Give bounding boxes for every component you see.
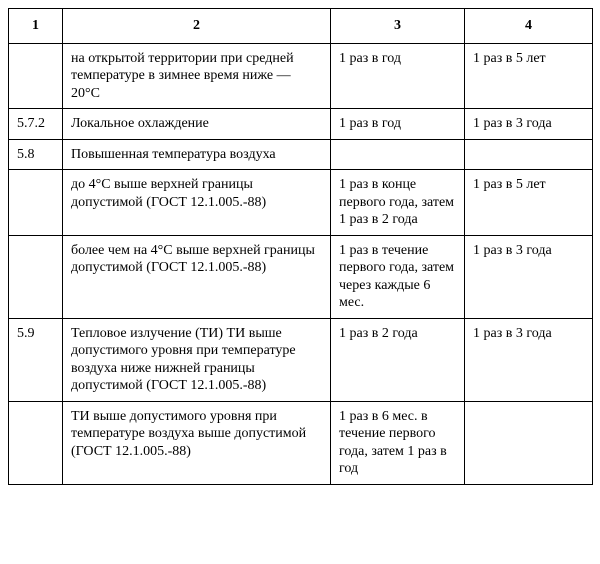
cell-freq-b (465, 401, 593, 484)
cell-code (9, 170, 63, 236)
cell-desc: более чем на 4°С выше верхней границы до… (63, 235, 331, 318)
cell-desc: Локальное охлаждение (63, 109, 331, 140)
cell-freq-a: 1 раз в конце первого года, затем 1 раз … (331, 170, 465, 236)
cell-code (9, 401, 63, 484)
cell-freq-b: 1 раз в 3 года (465, 235, 593, 318)
cell-freq-b: 1 раз в 5 лет (465, 43, 593, 109)
cell-freq-b: 1 раз в 3 года (465, 318, 593, 401)
cell-desc: Тепловое излучение (ТИ) ТИ выше допустим… (63, 318, 331, 401)
cell-freq-b: 1 раз в 5 лет (465, 170, 593, 236)
header-col-4: 4 (465, 9, 593, 44)
table-row: 5.8 Повышенная температура воздуха (9, 139, 593, 170)
table-body: на открытой территории при средней темпе… (9, 43, 593, 484)
cell-freq-a: 1 раз в течение первого года, затем чере… (331, 235, 465, 318)
header-col-3: 3 (331, 9, 465, 44)
cell-freq-a: 1 раз в год (331, 43, 465, 109)
data-table: 1 2 3 4 на открытой территории при средн… (8, 8, 593, 485)
header-col-2: 2 (63, 9, 331, 44)
cell-desc: на открытой территории при средней темпе… (63, 43, 331, 109)
table-row: 5.7.2 Локальное охлаждение 1 раз в год 1… (9, 109, 593, 140)
cell-freq-a (331, 139, 465, 170)
cell-code (9, 235, 63, 318)
cell-desc: до 4°С выше верхней границы допустимой (… (63, 170, 331, 236)
header-col-1: 1 (9, 9, 63, 44)
cell-desc: ТИ выше допустимого уровня при температу… (63, 401, 331, 484)
cell-freq-a: 1 раз в 6 мес. в течение первого года, з… (331, 401, 465, 484)
cell-freq-a: 1 раз в 2 года (331, 318, 465, 401)
cell-freq-b: 1 раз в 3 года (465, 109, 593, 140)
table-row: 5.9 Тепловое излучение (ТИ) ТИ выше допу… (9, 318, 593, 401)
table-header: 1 2 3 4 (9, 9, 593, 44)
cell-code (9, 43, 63, 109)
table-row: на открытой территории при средней темпе… (9, 43, 593, 109)
cell-code: 5.9 (9, 318, 63, 401)
cell-desc: Повышенная температура воздуха (63, 139, 331, 170)
cell-freq-a: 1 раз в год (331, 109, 465, 140)
header-row: 1 2 3 4 (9, 9, 593, 44)
cell-code: 5.7.2 (9, 109, 63, 140)
table-row: ТИ выше допустимого уровня при температу… (9, 401, 593, 484)
table-row: до 4°С выше верхней границы допустимой (… (9, 170, 593, 236)
cell-freq-b (465, 139, 593, 170)
cell-code: 5.8 (9, 139, 63, 170)
table-row: более чем на 4°С выше верхней границы до… (9, 235, 593, 318)
